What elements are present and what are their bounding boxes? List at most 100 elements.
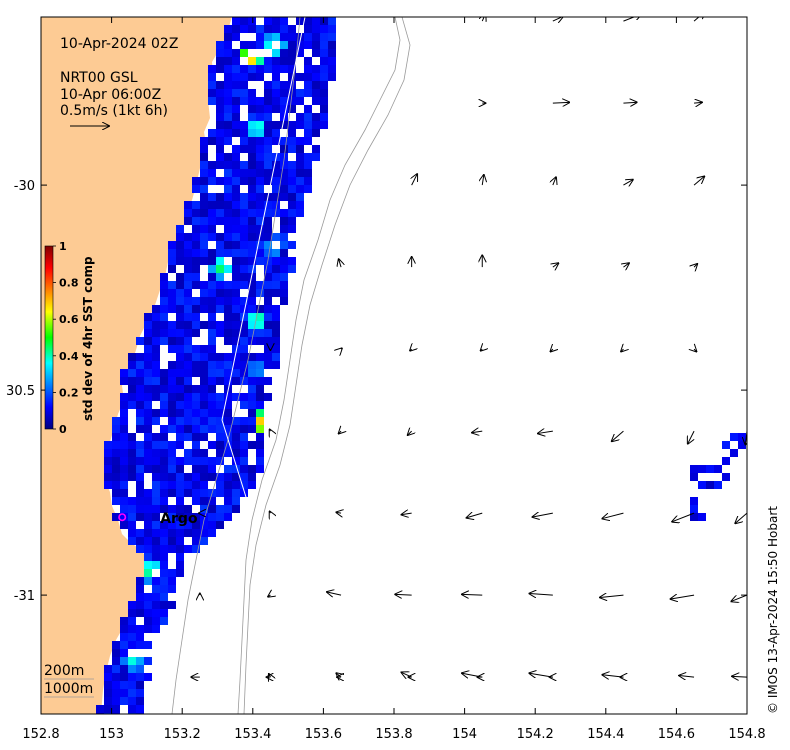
sst-pixel [296,153,304,161]
sst-pixel [136,337,144,345]
sst-pixel [200,401,208,409]
x-tick-label: 153.8 [375,727,412,742]
sst-pixel [240,81,248,89]
sst-pixel [152,473,160,481]
sst-pixel [168,529,176,537]
sst-pixel [248,329,256,337]
sst-pixel [112,513,120,521]
sst-pixel [256,225,264,233]
sst-pixel [192,305,200,313]
sst-pixel [256,393,264,401]
sst-pixel [112,641,120,649]
sst-pixel [248,73,256,81]
colorbar-tick-label: 1 [59,240,67,253]
sst-pixel [208,417,216,425]
sst-pixel [192,441,200,449]
sst-pixel [296,169,304,177]
sst-pixel [152,489,160,497]
sst-pixel [280,169,288,177]
sst-pixel [216,153,224,161]
sst-pixel [296,209,304,217]
sst-pixel [312,121,320,129]
sst-pixel [232,265,240,273]
sst-pixel [200,409,208,417]
sst-pixel [160,273,168,281]
sst-pixel [256,25,264,33]
sst-pixel [136,417,144,425]
sst-pixel [184,233,192,241]
sst-pixel [264,329,272,337]
sst-pixel [168,401,176,409]
sst-pixel [256,201,264,209]
sst-pixel [320,17,328,25]
sst-pixel [690,505,698,513]
sst-pixel [168,537,176,545]
sst-pixel [232,97,240,105]
sst-pixel [272,105,280,113]
sst-pixel [256,409,264,417]
sst-pixel [208,521,216,529]
sst-pixel [216,81,224,89]
sst-pixel [144,673,152,681]
sst-pixel [328,57,336,65]
sst-pixel [200,497,208,505]
sst-pixel [264,169,272,177]
sst-pixel [200,537,208,545]
current-vector [679,676,695,678]
sst-pixel [256,353,264,361]
sst-pixel [168,505,176,513]
sst-pixel [184,273,192,281]
sst-pixel [128,681,136,689]
sst-pixel [304,73,312,81]
sst-pixel [208,505,216,513]
colorbar-tick-label: 0.6 [59,313,79,326]
sst-pixel [152,385,160,393]
sst-pixel [288,257,296,265]
sst-pixel [280,249,288,257]
sst-pixel [328,73,336,81]
sst-pixel [288,121,296,129]
sst-pixel [184,377,192,385]
sst-pixel [256,97,264,105]
colorbar-tick-label: 0 [59,423,67,436]
sst-pixel [272,121,280,129]
sst-pixel [160,329,168,337]
sst-pixel [232,81,240,89]
sst-pixel [208,441,216,449]
sst-pixel [160,409,168,417]
sst-pixel [112,489,120,497]
colorbar-tick-label: 0.4 [59,350,79,363]
sst-pixel [328,17,336,25]
sst-pixel [168,289,176,297]
sst-pixel [200,529,208,537]
sst-pixel [200,281,208,289]
sst-pixel [280,145,288,153]
sst-pixel [160,617,168,625]
sst-pixel [208,457,216,465]
sst-pixel [272,65,280,73]
track-line [221,17,306,421]
sst-pixel [152,497,160,505]
sst-pixel [144,433,152,441]
sst-pixel [200,465,208,473]
sst-pixel [120,441,128,449]
sst-pixel [232,89,240,97]
sst-pixel [200,369,208,377]
current-vector [467,513,483,518]
sst-pixel [176,257,184,265]
sst-pixel [104,689,112,697]
sst-pixel [216,353,224,361]
sst-pixel [224,65,232,73]
sst-pixel [144,601,152,609]
sst-pixel [224,377,232,385]
sst-pixel [208,161,216,169]
sst-pixel [224,217,232,225]
sst-pixel [256,305,264,313]
sst-pixel [200,169,208,177]
current-vector [270,512,271,514]
sst-pixel [176,305,184,313]
sst-pixel [248,289,256,297]
sst-pixel [112,705,120,713]
current-vector [694,102,702,103]
